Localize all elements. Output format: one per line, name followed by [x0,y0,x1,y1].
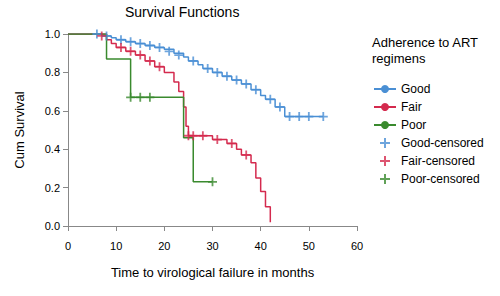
svg-text:1.0: 1.0 [45,28,60,40]
svg-text:Poor-censored: Poor-censored [401,172,480,186]
svg-text:0.6: 0.6 [45,105,60,117]
svg-text:50: 50 [303,240,315,252]
svg-text:Good: Good [401,82,430,96]
svg-text:Cum Survival: Cum Survival [12,91,27,168]
svg-text:Good-censored: Good-censored [401,136,484,150]
svg-text:40: 40 [255,240,267,252]
svg-text:Survival Functions: Survival Functions [125,4,239,20]
svg-text:10: 10 [110,240,122,252]
svg-text:30: 30 [206,240,218,252]
svg-text:0.0: 0.0 [45,220,60,232]
svg-text:Poor: Poor [401,118,426,132]
svg-text:60: 60 [351,240,363,252]
svg-text:20: 20 [158,240,170,252]
svg-text:Fair: Fair [401,100,422,114]
svg-text:Time to virological failure in: Time to virological failure in months [111,265,315,280]
svg-text:0.4: 0.4 [45,143,60,155]
svg-text:0: 0 [65,240,71,252]
svg-text:Adherence to ART: Adherence to ART [372,35,481,50]
svg-text:0.8: 0.8 [45,66,60,78]
svg-text:0.2: 0.2 [45,182,60,194]
svg-text:regimens: regimens [372,51,426,66]
svg-text:Fair-censored: Fair-censored [401,154,475,168]
